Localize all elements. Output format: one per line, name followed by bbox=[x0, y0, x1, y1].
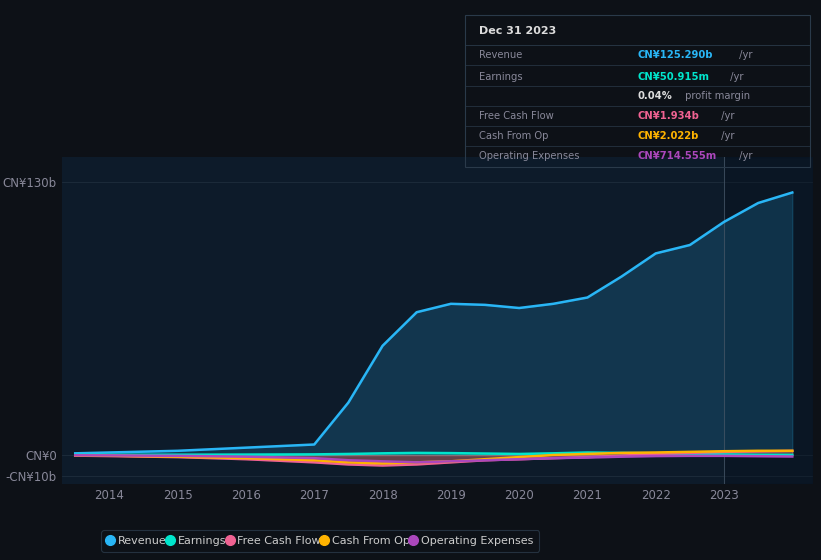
Text: profit margin: profit margin bbox=[682, 91, 750, 101]
Text: /yr: /yr bbox=[736, 151, 753, 161]
Text: Dec 31 2023: Dec 31 2023 bbox=[479, 26, 556, 36]
Text: /yr: /yr bbox=[718, 131, 735, 141]
Bar bbox=[724, 157, 813, 484]
Text: 0.04%: 0.04% bbox=[637, 91, 672, 101]
Text: CN¥714.555m: CN¥714.555m bbox=[637, 151, 717, 161]
Text: CN¥125.290b: CN¥125.290b bbox=[637, 50, 713, 60]
Text: Free Cash Flow: Free Cash Flow bbox=[479, 111, 553, 121]
Text: CN¥1.934b: CN¥1.934b bbox=[637, 111, 699, 121]
Text: Earnings: Earnings bbox=[479, 72, 522, 82]
Text: /yr: /yr bbox=[727, 72, 744, 82]
Text: Operating Expenses: Operating Expenses bbox=[479, 151, 580, 161]
Text: Cash From Op: Cash From Op bbox=[479, 131, 548, 141]
Text: /yr: /yr bbox=[718, 111, 735, 121]
Text: CN¥50.915m: CN¥50.915m bbox=[637, 72, 709, 82]
Text: CN¥2.022b: CN¥2.022b bbox=[637, 131, 699, 141]
Text: Revenue: Revenue bbox=[479, 50, 522, 60]
Legend: Revenue, Earnings, Free Cash Flow, Cash From Op, Operating Expenses: Revenue, Earnings, Free Cash Flow, Cash … bbox=[101, 530, 539, 552]
Text: /yr: /yr bbox=[736, 50, 753, 60]
